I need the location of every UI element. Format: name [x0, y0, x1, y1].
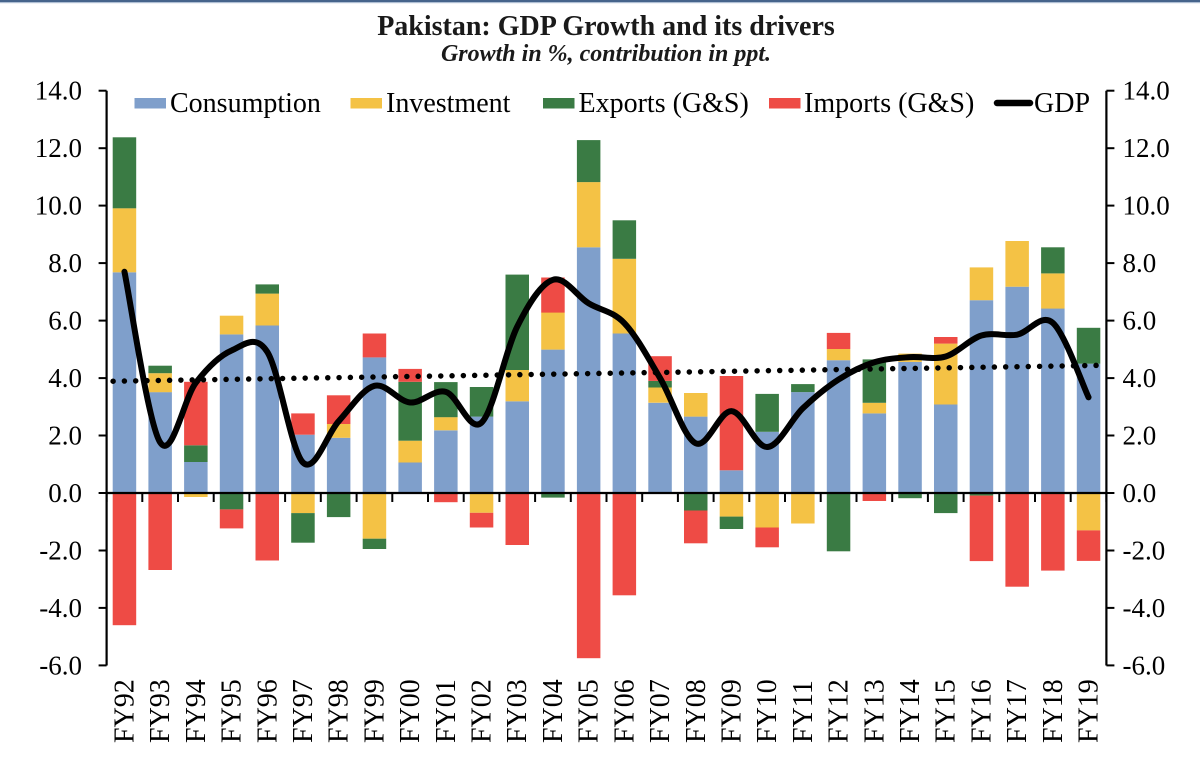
- svg-text:FY96: FY96: [252, 679, 283, 743]
- svg-text:2.0: 2.0: [1123, 421, 1157, 451]
- svg-text:FY15: FY15: [931, 679, 962, 743]
- svg-text:2.0: 2.0: [48, 421, 82, 451]
- svg-text:-2.0: -2.0: [39, 536, 82, 566]
- svg-text:0.0: 0.0: [48, 478, 82, 508]
- svg-text:FY95: FY95: [217, 679, 248, 743]
- svg-text:FY02: FY02: [467, 679, 498, 743]
- svg-text:Exports (G&S): Exports (G&S): [579, 88, 749, 119]
- svg-text:FY07: FY07: [645, 679, 676, 743]
- svg-text:Growth in %, contribution in p: Growth in %, contribution in ppt.: [441, 41, 771, 67]
- svg-text:FY10: FY10: [752, 679, 783, 743]
- svg-text:FY19: FY19: [1074, 679, 1105, 743]
- svg-text:6.0: 6.0: [48, 306, 82, 336]
- svg-text:FY93: FY93: [145, 679, 176, 743]
- svg-text:-2.0: -2.0: [1123, 536, 1166, 566]
- svg-text:12.0: 12.0: [35, 133, 82, 163]
- svg-text:14.0: 14.0: [1123, 76, 1170, 106]
- svg-text:10.0: 10.0: [1123, 191, 1170, 221]
- svg-text:FY11: FY11: [788, 680, 819, 743]
- svg-text:8.0: 8.0: [1123, 248, 1157, 278]
- svg-text:FY18: FY18: [1038, 679, 1069, 743]
- svg-text:Investment: Investment: [386, 88, 511, 119]
- svg-text:-6.0: -6.0: [39, 650, 82, 680]
- svg-text:-6.0: -6.0: [1123, 650, 1166, 680]
- svg-text:10.0: 10.0: [35, 191, 82, 221]
- svg-text:Consumption: Consumption: [170, 88, 321, 119]
- svg-text:FY00: FY00: [395, 679, 426, 743]
- svg-text:0.0: 0.0: [1123, 478, 1157, 508]
- svg-text:FY17: FY17: [1002, 679, 1033, 743]
- svg-text:FY04: FY04: [538, 679, 569, 743]
- svg-text:Imports (G&S): Imports (G&S): [804, 88, 974, 119]
- svg-text:4.0: 4.0: [48, 363, 82, 393]
- svg-text:FY16: FY16: [966, 679, 997, 743]
- svg-text:-4.0: -4.0: [39, 593, 82, 623]
- svg-text:FY09: FY09: [717, 679, 748, 743]
- svg-text:FY98: FY98: [324, 679, 355, 743]
- svg-text:4.0: 4.0: [1123, 363, 1157, 393]
- svg-text:FY08: FY08: [681, 679, 712, 743]
- svg-text:FY06: FY06: [609, 679, 640, 743]
- svg-text:14.0: 14.0: [35, 76, 82, 106]
- svg-text:FY13: FY13: [859, 679, 890, 743]
- svg-text:Pakistan: GDP Growth and its d: Pakistan: GDP Growth and its drivers: [377, 11, 835, 42]
- svg-text:12.0: 12.0: [1123, 133, 1170, 163]
- svg-text:6.0: 6.0: [1123, 306, 1157, 336]
- svg-text:FY94: FY94: [181, 679, 212, 743]
- svg-text:FY05: FY05: [574, 679, 605, 743]
- svg-text:FY14: FY14: [895, 679, 926, 743]
- svg-text:FY92: FY92: [110, 679, 141, 743]
- svg-text:GDP: GDP: [1034, 88, 1090, 119]
- svg-text:FY97: FY97: [288, 679, 319, 743]
- svg-text:-4.0: -4.0: [1123, 593, 1166, 623]
- svg-text:FY01: FY01: [431, 679, 462, 743]
- svg-text:8.0: 8.0: [48, 248, 82, 278]
- svg-text:FY99: FY99: [359, 679, 390, 743]
- svg-text:FY12: FY12: [824, 679, 855, 743]
- svg-text:FY03: FY03: [502, 679, 533, 743]
